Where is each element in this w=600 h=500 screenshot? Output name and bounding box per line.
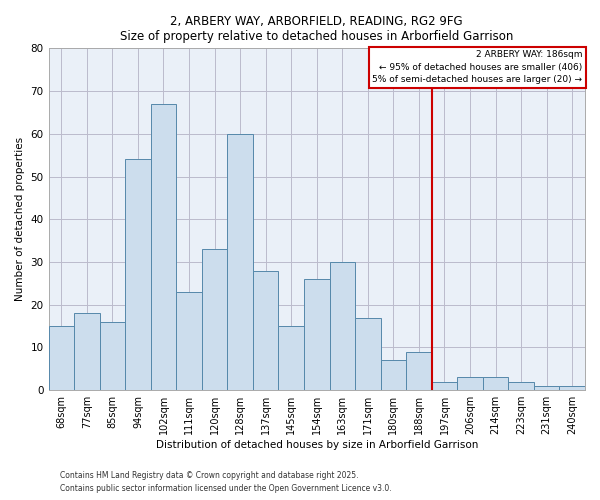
Bar [100,322,125,390]
X-axis label: Distribution of detached houses by size in Arborfield Garrison: Distribution of detached houses by size … [155,440,478,450]
Text: 2 ARBERY WAY: 186sqm
← 95% of detached houses are smaller (406)
5% of semi-detac: 2 ARBERY WAY: 186sqm ← 95% of detached h… [373,50,583,84]
Text: Contains HM Land Registry data © Crown copyright and database right 2025.
Contai: Contains HM Land Registry data © Crown c… [60,472,392,493]
Bar [227,134,253,390]
Bar [457,378,483,390]
Title: 2, ARBERY WAY, ARBORFIELD, READING, RG2 9FG
Size of property relative to detache: 2, ARBERY WAY, ARBORFIELD, READING, RG2 … [120,15,514,43]
Bar [304,279,329,390]
Bar [380,360,406,390]
Bar [559,386,585,390]
Bar [355,318,380,390]
Bar [125,160,151,390]
Bar [432,382,457,390]
Bar [253,270,278,390]
Bar [508,382,534,390]
Bar [202,249,227,390]
Bar [151,104,176,390]
Bar [49,326,74,390]
Bar [74,314,100,390]
Bar [483,378,508,390]
Bar [176,292,202,390]
Bar [329,262,355,390]
Bar [278,326,304,390]
Y-axis label: Number of detached properties: Number of detached properties [15,137,25,302]
Bar [534,386,559,390]
Bar [406,352,432,390]
